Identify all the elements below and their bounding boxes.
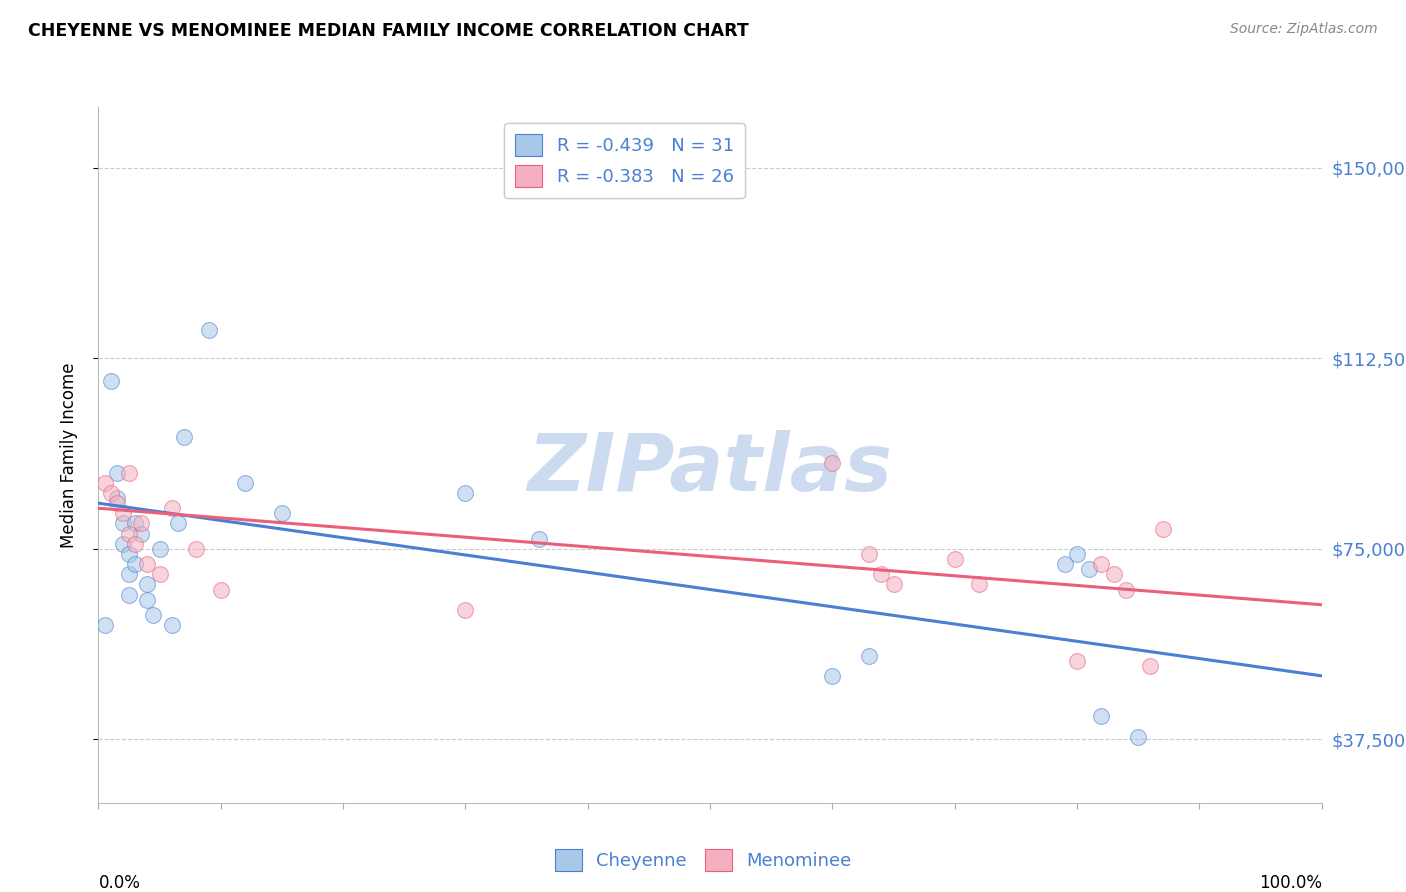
Point (858, 648, 880, 663)
Point (118, 547, 141, 561)
Point (129, 526, 152, 541)
Point (118, 466, 141, 480)
Point (1152, 522, 1174, 536)
Point (821, 456, 844, 470)
Point (1128, 730, 1150, 744)
Legend: R = -0.439   N = 31, R = -0.383   N = 26: R = -0.439 N = 31, R = -0.383 N = 26 (505, 123, 745, 198)
Point (454, 603, 477, 617)
Point (1090, 557, 1112, 571)
Point (858, 547, 880, 561)
Point (160, 501, 183, 516)
Point (105, 491, 128, 505)
Point (883, 577, 905, 591)
Point (118, 588, 141, 602)
Point (93, 618, 115, 632)
Point (160, 618, 183, 632)
Point (173, 430, 195, 444)
Point (943, 552, 966, 566)
Point (93, 475, 115, 490)
Text: 0.0%: 0.0% (98, 874, 141, 892)
Legend: Cheyenne, Menominee: Cheyenne, Menominee (547, 842, 859, 879)
Point (197, 324, 219, 338)
Point (105, 496, 128, 510)
Point (118, 526, 141, 541)
Point (1066, 547, 1088, 561)
Point (124, 516, 146, 531)
Text: Source: ZipAtlas.com: Source: ZipAtlas.com (1230, 22, 1378, 37)
Point (527, 532, 550, 546)
Point (124, 557, 146, 571)
Point (111, 516, 134, 531)
Point (111, 506, 134, 520)
Point (136, 557, 159, 571)
Point (167, 516, 190, 531)
Point (136, 592, 159, 607)
Point (186, 541, 208, 556)
Point (1115, 582, 1137, 597)
Point (870, 567, 893, 582)
Point (1102, 567, 1125, 582)
Point (967, 577, 990, 591)
Point (821, 669, 844, 683)
Point (1139, 658, 1161, 673)
Text: 100.0%: 100.0% (1258, 874, 1322, 892)
Point (129, 516, 152, 531)
Y-axis label: Median Family Income: Median Family Income (59, 362, 77, 548)
Point (1090, 709, 1112, 723)
Point (270, 506, 294, 520)
Point (149, 541, 172, 556)
Point (124, 537, 146, 551)
Point (100, 374, 122, 388)
Point (100, 486, 122, 500)
Point (149, 567, 172, 582)
Point (105, 466, 128, 480)
Point (111, 537, 134, 551)
Text: CHEYENNE VS MENOMINEE MEDIAN FAMILY INCOME CORRELATION CHART: CHEYENNE VS MENOMINEE MEDIAN FAMILY INCO… (28, 22, 749, 40)
Point (1066, 654, 1088, 668)
Point (142, 607, 165, 622)
Point (118, 567, 141, 582)
Text: ZIPatlas: ZIPatlas (527, 430, 893, 508)
Point (136, 577, 159, 591)
Point (233, 475, 256, 490)
Point (454, 486, 477, 500)
Point (1053, 557, 1076, 571)
Point (1078, 562, 1101, 576)
Point (209, 582, 232, 597)
